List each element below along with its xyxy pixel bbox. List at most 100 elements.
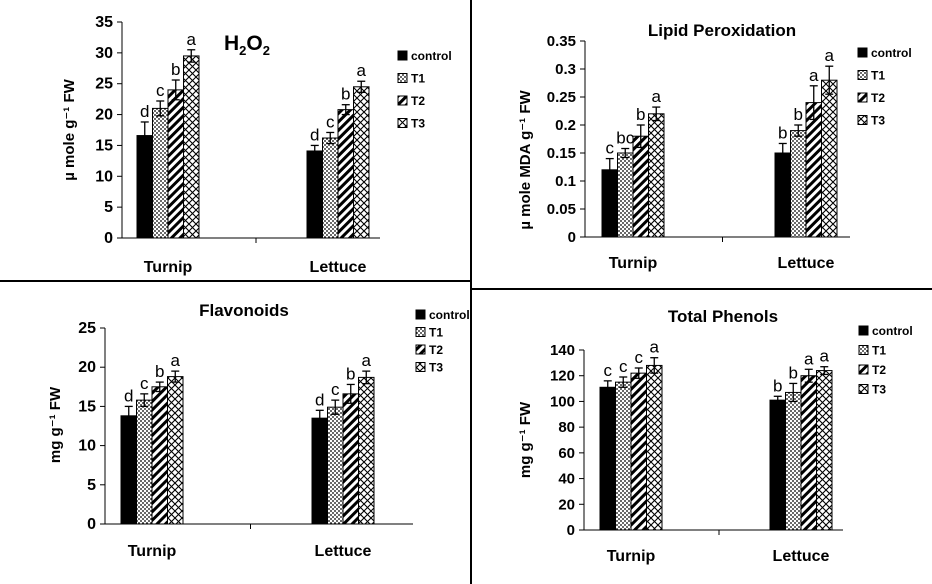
significance-letter: c xyxy=(156,81,165,100)
bar xyxy=(630,372,647,531)
legend-label: T1 xyxy=(411,72,425,86)
bar xyxy=(646,364,663,531)
bar xyxy=(769,399,786,531)
significance-letter: b xyxy=(171,60,180,79)
y-tick-label: 120 xyxy=(550,368,575,385)
significance-letter: c xyxy=(635,348,644,367)
legend-swatch xyxy=(415,327,426,337)
bar xyxy=(167,376,184,525)
y-tick-label: 15 xyxy=(78,398,96,415)
y-tick-label: 0.3 xyxy=(555,61,576,78)
y-tick-label: 0 xyxy=(87,516,96,533)
bar xyxy=(617,152,634,238)
chart-title: Flavonoids xyxy=(199,301,289,320)
x-category-label: Lettuce xyxy=(315,543,372,560)
significance-letter: c xyxy=(606,139,615,158)
legend-swatch xyxy=(858,345,869,355)
bar xyxy=(358,376,375,525)
significance-letter: d xyxy=(140,102,149,121)
legend-swatch xyxy=(397,118,408,128)
y-tick-label: 0 xyxy=(567,522,575,539)
y-tick-label: 5 xyxy=(87,477,96,494)
y-tick-label: 10 xyxy=(95,168,113,185)
lipid-peroxidation-chart: Lipid Peroxidation µ mole MDA g⁻¹ FW 0 0.05… xyxy=(517,21,912,272)
bar xyxy=(342,393,359,525)
legend-label: T1 xyxy=(872,344,886,358)
legend-swatch xyxy=(857,47,868,58)
legend-swatch xyxy=(397,95,408,106)
chart-title: Total Phenols xyxy=(668,307,778,326)
chart-title: Lipid Peroxidation xyxy=(648,21,796,40)
y-tick-label: 0 xyxy=(104,230,113,247)
legend-label: T3 xyxy=(411,117,425,131)
bar xyxy=(327,406,344,525)
bar xyxy=(805,102,822,238)
legend-swatch xyxy=(858,384,869,394)
x-category-label: Turnip xyxy=(128,543,177,560)
legend-swatch xyxy=(858,364,869,375)
y-tick-label: 5 xyxy=(104,199,113,216)
y-tick-label: 20 xyxy=(558,496,575,513)
x-category-label: Lettuce xyxy=(310,259,367,276)
bar xyxy=(136,399,153,525)
significance-letter: a xyxy=(362,351,372,370)
significance-letter: a xyxy=(820,347,830,366)
y-tick-label: 100 xyxy=(550,393,575,410)
y-tick-label: 20 xyxy=(95,107,113,124)
y-tick-label: 35 xyxy=(95,14,113,31)
significance-letter: d xyxy=(310,125,319,144)
bar xyxy=(816,370,833,531)
legend-swatch xyxy=(415,344,426,355)
legend-label: T3 xyxy=(872,383,886,397)
significance-letter: d xyxy=(315,390,324,409)
h2o2-chart: H2O2 µ mole g⁻¹ FW05101520253035dcbaTurn… xyxy=(61,14,452,276)
significance-letter: a xyxy=(187,30,197,49)
y-tick-label: 30 xyxy=(95,45,113,62)
y-tick-label: 40 xyxy=(558,471,575,488)
legend-label: T2 xyxy=(411,94,425,108)
significance-letter: c xyxy=(326,112,335,131)
legend-swatch xyxy=(857,115,868,125)
legend-label: T3 xyxy=(429,361,443,375)
legend-label: control xyxy=(411,49,452,63)
y-tick-label: 60 xyxy=(558,445,575,462)
legend-swatch xyxy=(415,362,426,372)
bar xyxy=(120,415,137,525)
legend-label: T2 xyxy=(871,91,885,105)
bar xyxy=(774,152,791,238)
x-category-label: Turnip xyxy=(144,259,193,276)
significance-letter: a xyxy=(804,349,814,368)
x-category-label: Lettuce xyxy=(778,255,835,272)
bar xyxy=(152,107,169,239)
bar xyxy=(648,113,665,238)
significance-letter: a xyxy=(652,87,662,106)
y-axis-label: µ mole g⁻¹ FW xyxy=(61,78,78,180)
bar xyxy=(599,386,616,531)
significance-letter: b xyxy=(636,105,645,124)
legend-label: T2 xyxy=(429,343,443,357)
bar xyxy=(785,391,802,531)
significance-letter: b xyxy=(789,363,798,382)
legend-swatch xyxy=(415,309,426,320)
bar xyxy=(790,130,807,238)
y-tick-label: 0.15 xyxy=(547,145,576,162)
y-axis-label: mg g⁻¹ FW xyxy=(47,386,64,463)
significance-letter: c xyxy=(604,361,613,380)
bar xyxy=(337,109,354,239)
significance-letter: bc xyxy=(616,129,634,148)
significance-letter: b xyxy=(346,364,355,383)
legend-label: control xyxy=(872,324,913,338)
bar xyxy=(353,86,370,239)
legend-swatch xyxy=(858,325,869,336)
bar xyxy=(167,89,184,239)
significance-letter: c xyxy=(331,380,340,399)
significance-letter: b xyxy=(341,85,350,104)
legend-label: T1 xyxy=(429,326,443,340)
significance-letter: a xyxy=(357,61,367,80)
bar xyxy=(615,381,632,531)
total-phenols-chart: Total Phenols mg g⁻¹ FW 0 20 40 60 80 100 120 140… xyxy=(517,307,913,565)
x-category-label: Turnip xyxy=(607,548,656,565)
legend-swatch xyxy=(857,70,868,80)
legend-label: T3 xyxy=(871,114,885,128)
